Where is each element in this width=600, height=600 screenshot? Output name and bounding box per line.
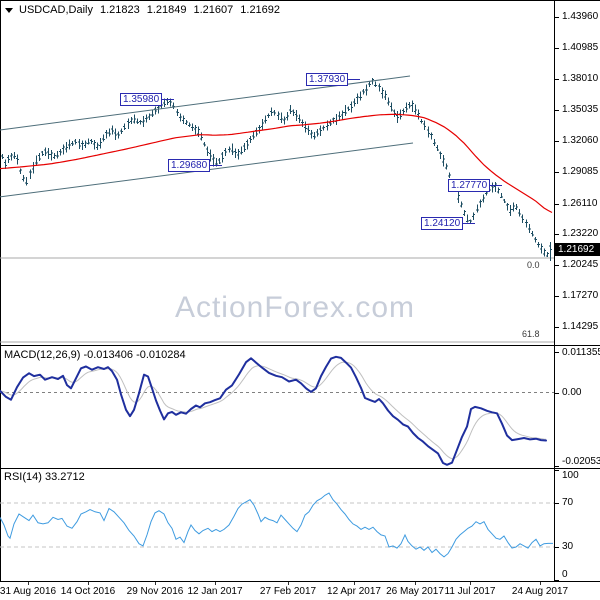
price-low: 1.21607: [193, 4, 234, 16]
price-scale-tick: [555, 296, 559, 297]
rsi-scale-label[interactable]: 100: [562, 470, 579, 481]
price-scale-tick: [555, 234, 559, 235]
date-label[interactable]: 27 Feb 2017: [259, 586, 317, 597]
price-level-tag: 1.35980: [120, 93, 163, 106]
price-plot[interactable]: [0, 0, 554, 345]
date-label[interactable]: 11 Jul 2017: [444, 586, 496, 597]
rsi-scale-label[interactable]: 0: [562, 569, 568, 580]
macd-scale-label[interactable]: 0.011355: [562, 347, 600, 358]
date-label[interactable]: 14 Oct 2016: [60, 586, 116, 597]
rsi-plot[interactable]: [0, 469, 554, 581]
price-scale-label[interactable]: 1.26110: [562, 198, 598, 209]
date-tick: [354, 582, 355, 585]
price-close: 1.21692: [240, 4, 281, 16]
rsi-scale-label[interactable]: 70: [562, 497, 574, 508]
macd-scale-tick: [555, 393, 559, 394]
price-high: 1.21849: [146, 4, 187, 16]
fib-label-61-8: 61.8: [522, 329, 540, 339]
price-level-tag: 1.29680: [168, 159, 211, 172]
rsi-scale-tick: [555, 503, 559, 504]
window-border-top: [0, 0, 600, 1]
symbol-dropdown-icon[interactable]: [5, 8, 13, 13]
macd-scale-label[interactable]: 0.00: [562, 387, 582, 398]
date-tick: [540, 582, 541, 585]
price-scale-tick: [555, 204, 559, 205]
price-scale-label[interactable]: 1.43960: [562, 11, 599, 22]
price-scale-label[interactable]: 1.38010: [562, 73, 599, 84]
panel-separator[interactable]: [0, 468, 600, 469]
panel-separator[interactable]: [0, 345, 600, 346]
rsi-scale-label[interactable]: 30: [562, 541, 574, 552]
date-tick: [288, 582, 289, 585]
price-level-tag-tail: [210, 165, 222, 166]
rsi-scale-tick: [555, 580, 559, 581]
current-price-tag: 1.21692: [555, 243, 600, 256]
price-level-tag: 1.24120: [421, 217, 464, 230]
date-tick: [88, 582, 89, 585]
price-level-tag: 1.27770: [448, 179, 491, 192]
price-level-tag-tail: [348, 79, 360, 80]
price-scale-tick: [555, 17, 559, 18]
chart-header: USDCAD,Daily 1.21823 1.21849 1.21607 1.21692: [5, 4, 280, 16]
window-border-left: [0, 0, 1, 582]
price-scale-label[interactable]: 1.17270: [562, 290, 599, 301]
price-scale-label[interactable]: 1.29085: [562, 166, 599, 177]
price-level-tag-tail: [490, 185, 502, 186]
date-tick: [415, 582, 416, 585]
date-label[interactable]: 12 Jan 2017: [187, 586, 243, 597]
date-tick: [215, 582, 216, 585]
date-tick: [155, 582, 156, 585]
rsi-title: RSI(14) 33.2712: [4, 471, 85, 483]
symbol-label: USDCAD,Daily: [19, 4, 93, 16]
date-label[interactable]: 24 Aug 2017: [511, 586, 569, 597]
rsi-scale-tick: [555, 470, 559, 471]
panel-separator: [0, 581, 600, 582]
price-scale-label[interactable]: 1.40985: [562, 42, 599, 53]
price-scale-tick: [555, 110, 559, 111]
price-scale-label[interactable]: 1.20245: [562, 259, 599, 270]
macd-scale-tick: [555, 466, 559, 467]
price-open: 1.21823: [99, 4, 140, 16]
watermark: ActionForex.com: [174, 291, 416, 324]
date-label[interactable]: 31 Aug 2016: [0, 586, 57, 597]
date-label[interactable]: 26 May 2017: [386, 586, 444, 597]
rsi-scale-tick: [555, 547, 559, 548]
fib-label-0-0: 0.0: [527, 260, 540, 270]
price-scale-tick: [555, 141, 559, 142]
price-scale-label[interactable]: 1.35035: [562, 104, 599, 115]
scale-axis-border: [554, 0, 555, 582]
price-scale-tick: [555, 172, 559, 173]
price-scale-tick: [555, 327, 559, 328]
price-scale-tick: [555, 265, 559, 266]
price-level-tag: 1.37930: [306, 73, 349, 86]
macd-plot[interactable]: [0, 346, 554, 468]
date-tick: [470, 582, 471, 585]
macd-title: MACD(12,26,9) -0.013406 -0.010284: [4, 349, 186, 361]
price-scale-label[interactable]: 1.14295: [562, 321, 599, 332]
price-scale-label[interactable]: 1.23220: [562, 228, 599, 239]
date-label[interactable]: 29 Nov 2016: [126, 586, 184, 597]
price-scale-tick: [555, 48, 559, 49]
price-scale-label[interactable]: 1.32060: [562, 135, 599, 146]
date-label[interactable]: 12 Apr 2017: [327, 586, 381, 597]
date-tick: [28, 582, 29, 585]
price-scale-tick: [555, 79, 559, 80]
price-level-tag-tail: [162, 99, 174, 100]
price-level-tag-tail: [463, 223, 475, 224]
macd-scale-tick: [555, 352, 559, 353]
